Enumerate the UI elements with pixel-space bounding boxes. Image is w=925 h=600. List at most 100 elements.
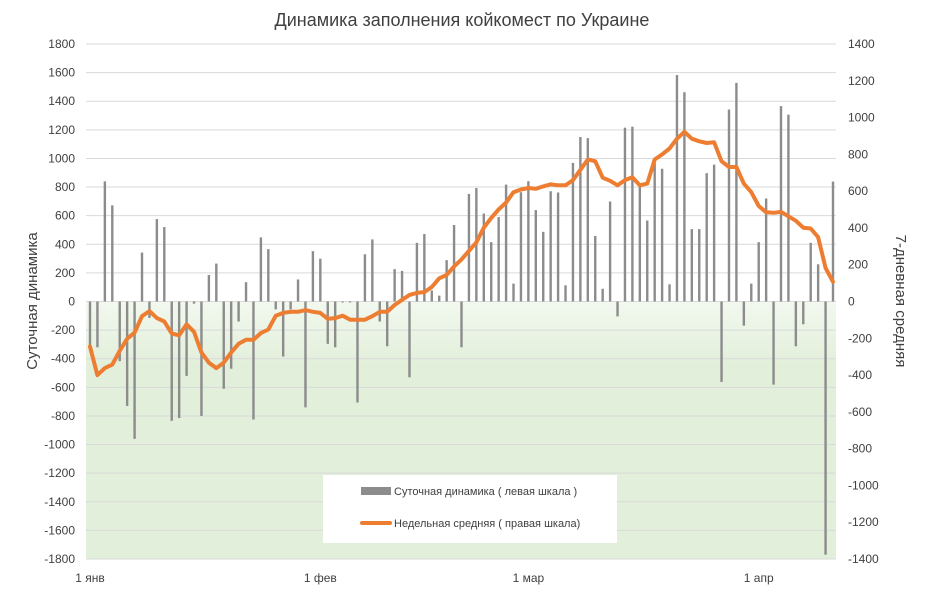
bar (601, 288, 604, 302)
left-tick-label: -200 (51, 323, 75, 337)
bar (222, 301, 225, 389)
x-axis: 1 янв 1 фев 1 мар 1 апр (75, 571, 774, 585)
x-tick-label: 1 апр (744, 571, 774, 585)
bar (177, 301, 181, 419)
bar (430, 290, 433, 302)
bar (438, 295, 441, 302)
bar (103, 181, 107, 302)
left-tick-label: 0 (68, 295, 75, 309)
left-tick-label: 600 (55, 209, 75, 223)
bar (831, 181, 835, 302)
bar (356, 301, 359, 403)
bar (594, 235, 597, 302)
legend: Суточная динамика ( левая шкала ) Недель… (323, 475, 617, 543)
chart-title: Динамика заполнения койкомест по Украине (275, 10, 650, 30)
right-tick-label: 600 (848, 184, 868, 198)
right-tick-label: -1000 (848, 478, 879, 492)
bar (423, 233, 426, 302)
bar (549, 191, 552, 302)
bar (542, 231, 545, 302)
bar (111, 205, 114, 302)
bar-series (88, 75, 835, 555)
bar (653, 162, 656, 302)
bar (96, 301, 99, 348)
right-y-axis: 1400 1200 1000 800 600 400 200 0 -200 -400 -600 -80… (848, 37, 879, 566)
bar (400, 270, 404, 302)
bar (490, 242, 493, 302)
bar (163, 227, 166, 302)
bar (623, 127, 627, 302)
left-tick-label: -1000 (44, 438, 75, 452)
bar (764, 198, 768, 302)
bar (534, 210, 537, 302)
bar (794, 301, 798, 347)
bar (571, 162, 575, 302)
bar (690, 229, 694, 302)
right-tick-label: 800 (848, 147, 868, 161)
bar (787, 114, 790, 302)
bar (712, 164, 716, 302)
bar (281, 301, 285, 357)
bar (393, 269, 396, 302)
bar (750, 283, 753, 302)
bar (170, 301, 173, 421)
bar (140, 252, 144, 302)
bar (319, 258, 322, 302)
legend-line-label: Недельная средняя ( правая шкала) (394, 518, 580, 530)
right-tick-label: -1200 (848, 515, 879, 529)
right-tick-label: -800 (848, 442, 872, 456)
bar (564, 285, 567, 302)
line-series-weekly-average (88, 129, 835, 378)
bar (631, 126, 634, 302)
right-tick-label: 1400 (848, 37, 875, 51)
bar (579, 136, 582, 302)
bar (556, 192, 560, 302)
bar (415, 242, 419, 302)
bar (757, 242, 760, 302)
right-y-axis-label: 7-дневная средняя (892, 235, 909, 368)
right-tick-label: -1400 (848, 552, 879, 566)
left-y-axis: 1800 1600 1400 1200 1000 800 600 400 200 0 -200 -40… (44, 37, 75, 566)
bar (200, 301, 203, 416)
right-tick-label: 1200 (848, 74, 875, 88)
bar (311, 251, 315, 302)
left-tick-label: 800 (55, 180, 75, 194)
bar (371, 239, 374, 302)
x-tick-label: 1 янв (75, 571, 105, 585)
left-tick-label: 400 (55, 237, 75, 251)
bar (215, 263, 218, 302)
bar (252, 301, 255, 420)
bar (683, 92, 686, 302)
bar (289, 301, 292, 310)
left-tick-label: -1600 (44, 523, 75, 537)
right-tick-label: 0 (848, 295, 855, 309)
bar (638, 187, 642, 302)
bar (512, 283, 515, 302)
bar (452, 224, 456, 302)
left-tick-label: -800 (51, 409, 75, 423)
bar (735, 82, 738, 302)
bar (445, 260, 448, 302)
bar (363, 254, 367, 302)
right-tick-label: 1000 (848, 111, 875, 125)
bar (742, 301, 746, 326)
bar (192, 301, 196, 304)
bar (207, 275, 211, 302)
bar (824, 301, 827, 555)
bar (460, 301, 463, 348)
legend-bar-label: Суточная динамика ( левая шкала ) (394, 486, 577, 498)
left-tick-label: 1000 (48, 151, 75, 165)
bar (668, 284, 671, 302)
bar (185, 301, 188, 376)
bar (229, 301, 233, 369)
bar (125, 301, 129, 406)
left-tick-label: -600 (51, 380, 75, 394)
bar (482, 213, 485, 302)
x-tick-label: 1 мар (513, 571, 545, 585)
legend-bar-swatch (361, 487, 391, 495)
bar (660, 168, 664, 302)
left-y-axis-label: Суточная динамика (24, 232, 41, 370)
bar (779, 106, 783, 302)
left-tick-label: -1400 (44, 495, 75, 509)
